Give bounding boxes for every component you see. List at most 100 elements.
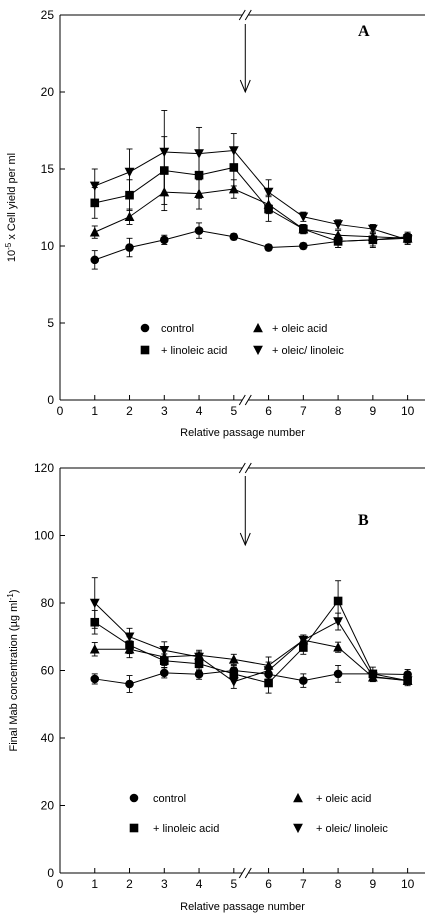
axis-break-mark — [244, 462, 252, 474]
y-tick-label: 5 — [47, 316, 54, 330]
legend-marker — [129, 823, 139, 833]
legend-label: + linoleic acid — [161, 345, 227, 357]
data-point — [194, 226, 204, 235]
data-point — [368, 235, 378, 245]
x-tick-label: 6 — [265, 404, 272, 418]
axis-break-mark — [238, 462, 246, 474]
y-tick-label: 15 — [41, 162, 55, 176]
y-tick-label: 10 — [41, 239, 55, 253]
data-point — [299, 241, 308, 251]
data-point — [299, 676, 308, 685]
data-point — [228, 654, 239, 664]
data-point — [194, 659, 204, 669]
legend-marker — [140, 345, 150, 355]
data-point — [333, 642, 343, 652]
data-point — [333, 596, 343, 606]
y-axis-label: Final Mab concentration (µg ml-1) — [6, 589, 21, 751]
x-tick-label: 5 — [230, 404, 237, 418]
legend-marker — [129, 793, 139, 803]
data-point — [125, 243, 134, 252]
data-point — [333, 220, 343, 230]
x-tick-label: 4 — [196, 877, 203, 891]
series-line-2 — [94, 600, 408, 684]
y-tick-label: 20 — [41, 85, 55, 99]
data-point — [333, 669, 343, 679]
data-point — [89, 598, 100, 609]
axis-break-mark — [238, 867, 246, 879]
legend-marker — [253, 345, 263, 356]
x-tick-label: 8 — [335, 877, 342, 891]
data-point — [124, 167, 135, 178]
arrow-head — [239, 532, 251, 547]
x-tick-label: 2 — [126, 404, 133, 418]
data-point — [299, 224, 308, 234]
x-tick-label: 3 — [161, 404, 168, 418]
x-tick-label: 4 — [196, 404, 203, 418]
legend-label: + oleic/ linoleic — [316, 823, 388, 835]
data-point — [159, 147, 170, 158]
panel-label: B — [358, 512, 369, 529]
x-tick-label: 0 — [57, 404, 64, 418]
axis-break-mark — [244, 867, 252, 879]
x-tick-label: 6 — [265, 877, 272, 891]
data-point — [264, 204, 273, 214]
series-line-3 — [94, 149, 408, 241]
axis-break-mark — [238, 394, 246, 406]
legend-label: control — [153, 793, 186, 805]
data-point — [90, 255, 100, 265]
data-point — [229, 232, 239, 242]
series-line-1 — [94, 188, 408, 239]
legend-label: + oleic acid — [272, 323, 327, 335]
data-point — [298, 212, 309, 222]
series-line-0 — [94, 230, 408, 261]
x-tick-label: 7 — [300, 877, 307, 891]
data-point — [263, 666, 274, 676]
data-point — [89, 644, 100, 654]
data-point — [402, 235, 413, 245]
data-point — [264, 243, 273, 252]
x-tick-label: 1 — [91, 404, 98, 418]
x-tick-label: 9 — [370, 877, 377, 891]
legend-marker — [293, 792, 303, 803]
y-tick-label: 100 — [34, 529, 54, 543]
data-point — [159, 668, 169, 678]
y-axis-label: 10-5 x Cell yield per ml — [4, 153, 19, 262]
data-point — [89, 181, 100, 192]
x-tick-label: 0 — [57, 877, 64, 891]
data-point — [229, 669, 239, 679]
series-line-3 — [94, 602, 408, 683]
data-point — [159, 656, 169, 666]
series-line-1 — [94, 639, 408, 682]
axis-break-mark — [238, 9, 246, 21]
x-tick-label: 10 — [401, 877, 415, 891]
data-point — [228, 146, 239, 156]
x-tick-label: 2 — [126, 877, 133, 891]
x-tick-label: 10 — [401, 404, 415, 418]
data-point — [124, 211, 135, 222]
data-point — [228, 677, 239, 687]
legend-label: + oleic/ linoleic — [272, 345, 344, 357]
data-point — [159, 235, 169, 245]
legend-label: + linoleic acid — [153, 823, 219, 835]
data-point — [194, 149, 204, 159]
legend-marker — [140, 323, 150, 333]
x-tick-label: 9 — [370, 404, 377, 418]
x-axis-label: Relative passage number — [180, 427, 305, 439]
data-point — [367, 672, 378, 682]
y-tick-label: 0 — [47, 866, 54, 880]
data-point — [194, 669, 204, 679]
x-tick-label: 5 — [230, 877, 237, 891]
panel-b: 0 20 40 60 80 100 120 0 1 2 3 4 5 6 7 8 9 10 Relative pass… — [6, 461, 425, 913]
legend-label: control — [161, 323, 194, 335]
data-point — [333, 617, 343, 627]
axis-break-mark — [244, 9, 252, 21]
data-point — [402, 676, 413, 686]
data-point — [124, 632, 135, 642]
data-point — [90, 674, 100, 684]
panel-a: 0 5 10 15 20 25 0 1 2 3 4 5 6 7 8 9 10 Relative passage n… — [4, 8, 425, 439]
data-point — [298, 635, 309, 646]
data-point — [367, 224, 378, 235]
y-tick-label: 20 — [41, 799, 55, 813]
y-tick-label: 25 — [41, 8, 55, 22]
